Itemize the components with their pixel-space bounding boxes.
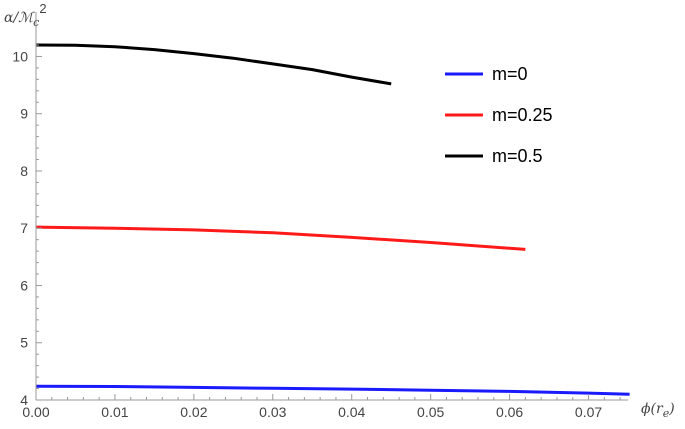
y-tick-label: 10	[12, 48, 28, 64]
y-tick-label: 8	[20, 163, 28, 179]
x-tick-label: 0.07	[575, 404, 602, 420]
y-tick-label: 5	[20, 335, 28, 351]
x-tick-label: 0.05	[417, 404, 444, 420]
x-tick-label: 0.02	[180, 404, 207, 420]
series-line-m-0-5	[35, 43, 392, 86]
y-tick-label: 6	[20, 277, 28, 293]
y-tick-label: 7	[20, 220, 28, 236]
x-tick-label: 0.04	[338, 404, 365, 420]
x-tick-label: 0.01	[101, 404, 128, 420]
legend: m=0 m=0.25 m=0.5	[445, 64, 553, 166]
x-tick-label: 0.06	[496, 404, 523, 420]
ticks-layer: 0.00 0.01 0.02 0.03 0.04 0.05 0.06 0.07 4 5 6 7 8 9 10	[12, 44, 621, 420]
series-layer	[35, 43, 630, 396]
x-tick-label: 0.00	[22, 404, 49, 420]
y-tick-label: 9	[20, 106, 28, 122]
axes-layer	[35, 12, 628, 401]
y-tick-label: 4	[20, 392, 28, 408]
x-axis-label: ϕ(re)	[641, 401, 675, 420]
series-line-m-0-25	[35, 225, 526, 251]
legend-label: m=0.25	[492, 105, 553, 125]
x-tick-label: 0.03	[259, 404, 286, 420]
series-line-m-0	[35, 384, 630, 396]
legend-label: m=0	[492, 64, 528, 84]
legend-label: m=0.5	[492, 146, 543, 166]
y-axis-label: α/ℳc2	[4, 1, 47, 29]
